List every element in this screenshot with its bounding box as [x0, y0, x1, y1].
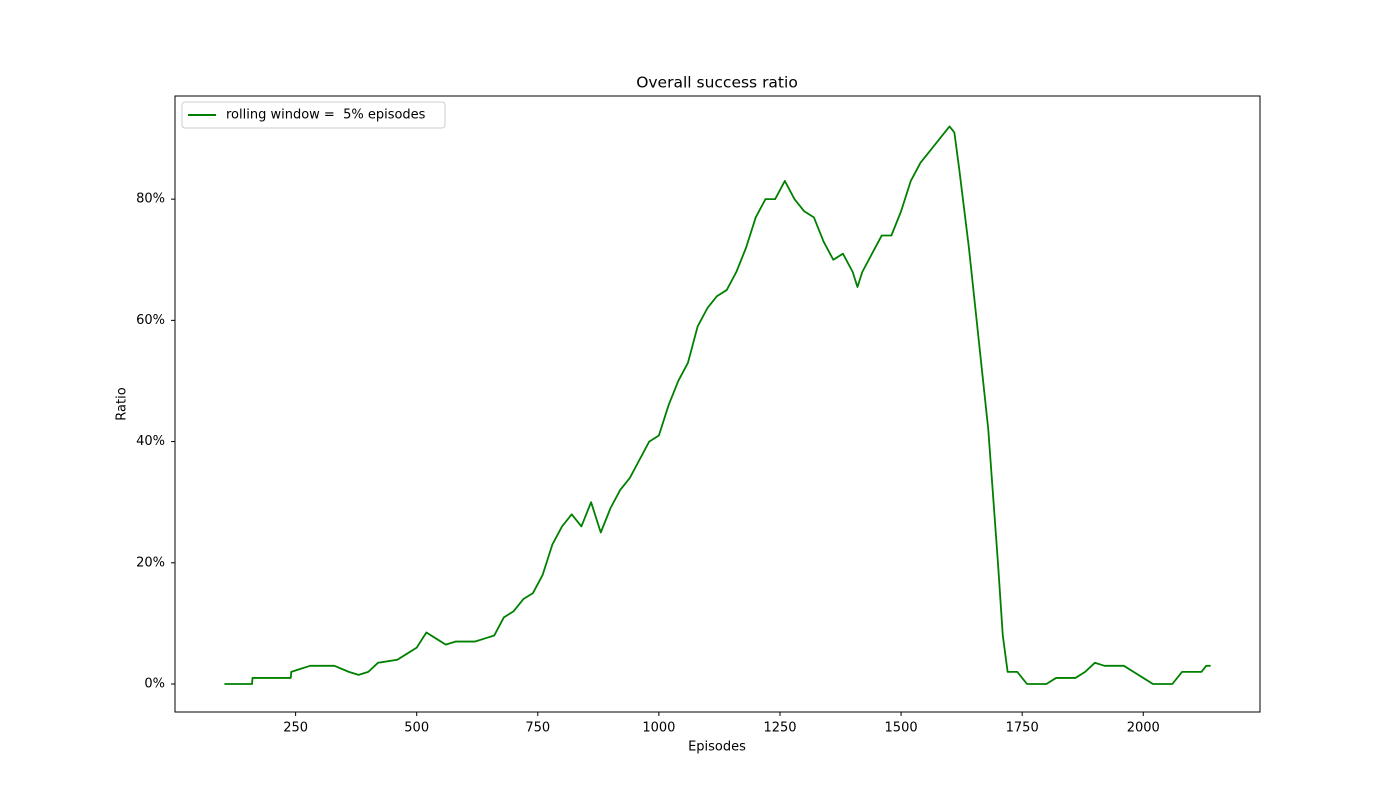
- plot-frame: [174, 95, 1261, 713]
- x-tick-label: 1000: [642, 721, 675, 736]
- chart-title: Overall success ratio: [636, 74, 798, 92]
- x-axis-label: Episodes: [688, 740, 746, 755]
- x-tick-label: 500: [404, 721, 429, 736]
- y-tick-label: 40%: [136, 434, 165, 449]
- y-axis-label: Ratio: [115, 387, 130, 420]
- x-tick-label: 750: [525, 721, 550, 736]
- y-tick-label: 80%: [136, 192, 165, 207]
- data-line: [224, 125, 1211, 685]
- x-tick-label: 2000: [1127, 721, 1160, 736]
- x-tick-label: 250: [283, 721, 308, 736]
- y-tick-label: 60%: [136, 313, 165, 328]
- legend-label: rolling window = 5% episodes: [226, 108, 426, 123]
- x-tick-label: 1250: [763, 721, 796, 736]
- x-tick-label: 1500: [885, 721, 918, 736]
- y-tick-label: 20%: [136, 555, 165, 570]
- x-tick-label: 1750: [1006, 721, 1039, 736]
- legend-box: [181, 101, 446, 129]
- y-tick-label: 0%: [144, 677, 165, 692]
